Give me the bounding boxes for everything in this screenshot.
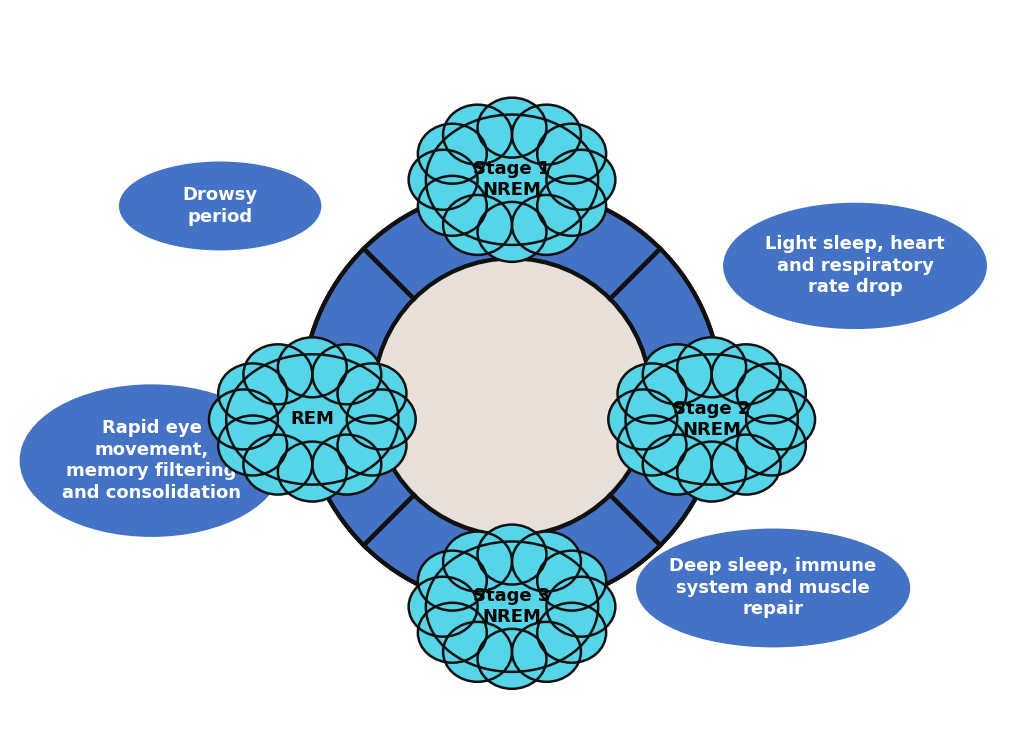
Wedge shape xyxy=(364,187,660,299)
Ellipse shape xyxy=(637,530,909,646)
Ellipse shape xyxy=(218,363,287,423)
Wedge shape xyxy=(302,249,414,545)
Text: Drowsy
period: Drowsy period xyxy=(182,187,258,225)
Ellipse shape xyxy=(278,442,347,502)
Text: REM: REM xyxy=(291,410,334,428)
Ellipse shape xyxy=(617,416,686,476)
Text: Deep sleep, immune
system and muscle
repair: Deep sleep, immune system and muscle rep… xyxy=(670,557,877,619)
Ellipse shape xyxy=(608,389,677,449)
Ellipse shape xyxy=(218,416,287,476)
Ellipse shape xyxy=(617,363,686,423)
Ellipse shape xyxy=(443,532,512,592)
Ellipse shape xyxy=(677,337,746,397)
Ellipse shape xyxy=(418,176,486,236)
Ellipse shape xyxy=(409,577,477,637)
Ellipse shape xyxy=(538,124,606,184)
Ellipse shape xyxy=(737,416,806,476)
Ellipse shape xyxy=(226,354,398,485)
Ellipse shape xyxy=(712,434,780,494)
Ellipse shape xyxy=(312,434,381,494)
Ellipse shape xyxy=(538,176,606,236)
Ellipse shape xyxy=(347,389,416,449)
Ellipse shape xyxy=(312,345,381,404)
Ellipse shape xyxy=(626,354,798,485)
Ellipse shape xyxy=(512,532,581,592)
Ellipse shape xyxy=(477,524,547,584)
Text: Stage 3
NREM: Stage 3 NREM xyxy=(473,587,551,626)
Ellipse shape xyxy=(338,363,407,423)
Text: Rapid eye
movement,
memory filtering
and consolidation: Rapid eye movement, memory filtering and… xyxy=(62,419,241,502)
Ellipse shape xyxy=(746,389,815,449)
Ellipse shape xyxy=(643,434,712,494)
Ellipse shape xyxy=(677,442,746,502)
Ellipse shape xyxy=(477,629,547,689)
Ellipse shape xyxy=(538,603,606,663)
Ellipse shape xyxy=(209,389,278,449)
Ellipse shape xyxy=(338,416,407,476)
Ellipse shape xyxy=(477,97,547,157)
Ellipse shape xyxy=(244,345,312,404)
Ellipse shape xyxy=(443,105,512,165)
Ellipse shape xyxy=(712,345,780,404)
Text: Light sleep, heart
and respiratory
rate drop: Light sleep, heart and respiratory rate … xyxy=(765,235,945,297)
Ellipse shape xyxy=(443,195,512,255)
Ellipse shape xyxy=(512,622,581,682)
Ellipse shape xyxy=(512,195,581,255)
Wedge shape xyxy=(364,495,660,607)
Ellipse shape xyxy=(409,150,477,210)
Ellipse shape xyxy=(426,542,598,672)
Text: Stage 2
NREM: Stage 2 NREM xyxy=(673,400,751,439)
Ellipse shape xyxy=(244,434,312,494)
Circle shape xyxy=(374,258,650,536)
Ellipse shape xyxy=(547,150,615,210)
Ellipse shape xyxy=(643,345,712,404)
Text: Stage 1
NREM: Stage 1 NREM xyxy=(473,160,551,199)
Ellipse shape xyxy=(737,363,806,423)
Ellipse shape xyxy=(512,105,581,165)
Ellipse shape xyxy=(278,337,347,397)
Ellipse shape xyxy=(120,163,319,249)
Wedge shape xyxy=(610,249,722,545)
Ellipse shape xyxy=(477,202,547,262)
Ellipse shape xyxy=(418,124,486,184)
Ellipse shape xyxy=(538,551,606,610)
Ellipse shape xyxy=(20,386,282,536)
Ellipse shape xyxy=(725,204,985,328)
Ellipse shape xyxy=(418,551,486,610)
Ellipse shape xyxy=(443,622,512,682)
Ellipse shape xyxy=(418,603,486,663)
Ellipse shape xyxy=(426,115,598,245)
Ellipse shape xyxy=(547,577,615,637)
